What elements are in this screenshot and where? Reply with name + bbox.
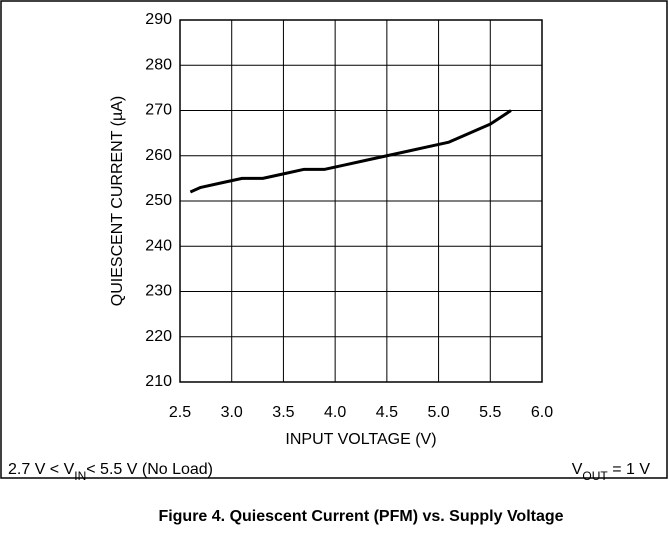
y-tick-label: 230 [145,283,172,300]
y-tick-label: 290 [145,11,172,28]
data-line [189,109,512,194]
y-tick-label: 260 [145,147,172,164]
y-tick-label: 270 [145,102,172,119]
x-axis-label: INPUT VOLTAGE (V) [285,431,436,448]
x-tick-label: 4.5 [376,404,398,421]
annotation-part: OUT [582,469,608,483]
annotation-part: V [572,461,583,478]
annotation: VOUT = 1 V [572,461,651,483]
y-tick-label: 280 [145,56,172,73]
annotation: 2.7 V < VIN< 5.5 V (No Load) [8,461,213,483]
frame [0,0,668,479]
x-tick-label: 3.5 [272,404,294,421]
y-tick-label: 210 [145,373,172,390]
y-tick-label: 240 [145,237,172,254]
x-tick-label: 4.0 [324,404,346,421]
y-tick-label: 220 [145,328,172,345]
x-tick-label: 5.5 [479,404,501,421]
caption: Figure 4. Quiescent Current (PFM) vs. Su… [158,508,563,525]
x-tick-label: 5.0 [427,404,449,421]
y-axis-label: QUIESCENT CURRENT (µA) [109,96,126,306]
x-tick-label: 2.5 [169,404,191,421]
plot-border [179,19,543,383]
annotation-part: IN [74,469,86,483]
x-tick-label: 6.0 [531,404,553,421]
annotation-part: < 5.5 V (No Load) [86,461,213,478]
annotation-part: 2.7 V < V [8,461,75,478]
annotation-part: = 1 V [608,461,651,478]
x-tick-label: 3.0 [221,404,243,421]
y-tick-label: 250 [145,192,172,209]
